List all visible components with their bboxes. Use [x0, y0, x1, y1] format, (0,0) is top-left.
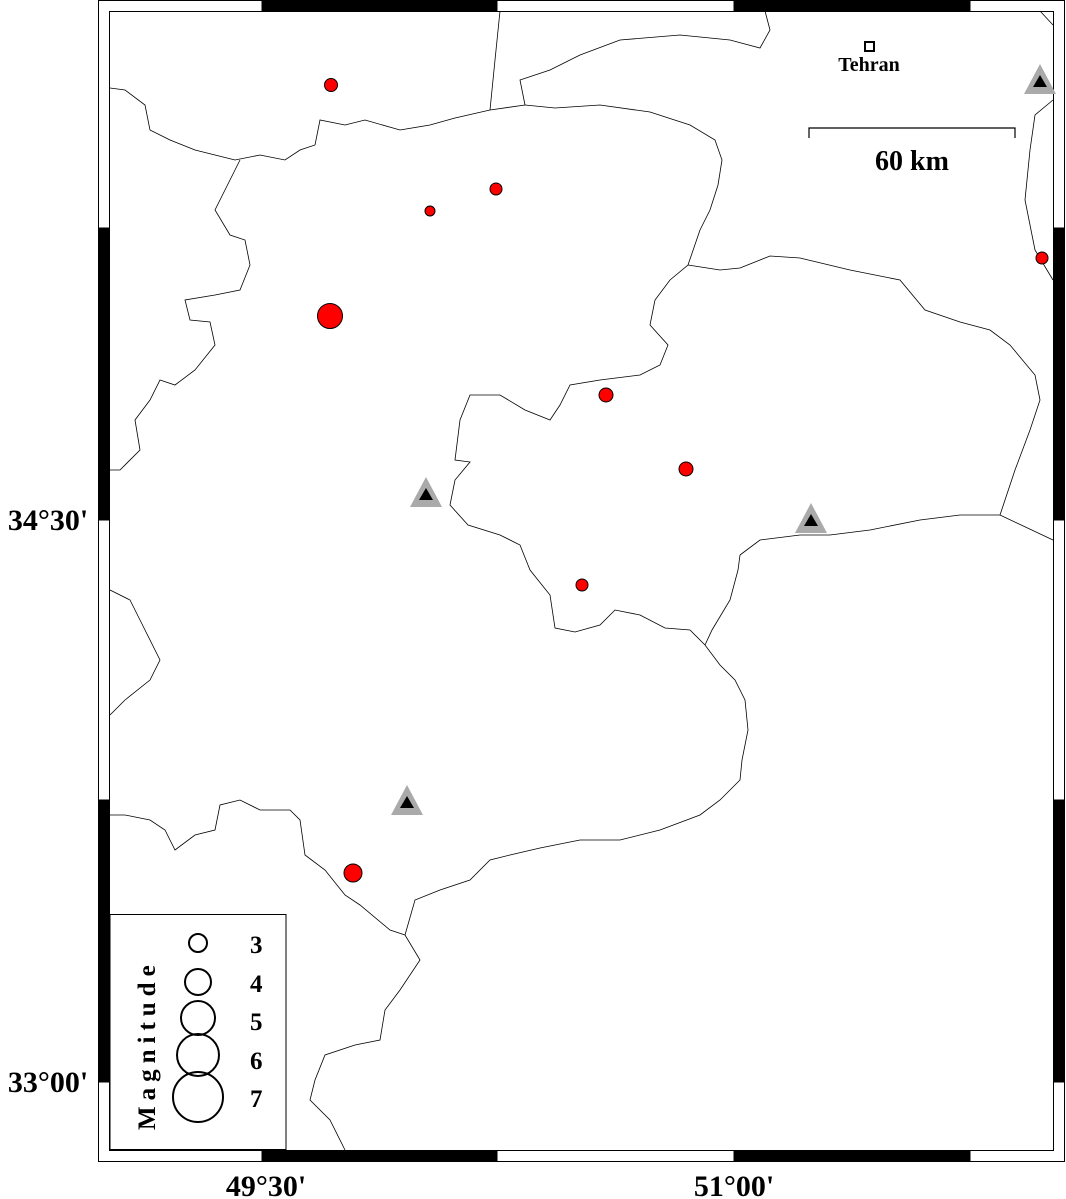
legend-label: 5 [250, 1009, 263, 1036]
legend-label: 7 [250, 1086, 263, 1113]
y-tick-label: 33°00' [8, 1066, 88, 1099]
scale-bar-label: 60 km [875, 146, 949, 177]
map-frame [98, 0, 1065, 1162]
station-triangle-icon [410, 477, 442, 507]
event-marker [489, 182, 503, 196]
legend-circle [184, 968, 212, 996]
event-marker [1035, 251, 1049, 265]
magnitude-legend: Magnitude 3 4 5 6 7 [109, 914, 287, 1150]
city-label: Tehran [838, 54, 900, 76]
legend-title: Magnitude [134, 959, 161, 1130]
province-boundaries [109, 10, 1054, 1151]
event-marker [343, 863, 363, 883]
city-marker-icon [864, 41, 875, 52]
earthquake-events [317, 78, 1049, 883]
seismic-stations [391, 64, 1056, 815]
event-marker [424, 205, 436, 217]
event-marker [575, 578, 589, 592]
event-marker [317, 303, 343, 329]
legend-circle [188, 933, 208, 953]
scale-bar [808, 127, 1016, 138]
x-tick-label: 51°00' [694, 1170, 774, 1199]
station-triangle-icon [391, 785, 423, 815]
x-tick-label: 49°30' [226, 1170, 306, 1199]
event-marker [324, 78, 338, 92]
legend-label: 3 [250, 932, 263, 959]
station-triangle-icon [795, 503, 827, 533]
legend-label: 6 [250, 1048, 263, 1075]
legend-circle [176, 1033, 220, 1077]
event-marker [678, 461, 694, 477]
legend-circle [172, 1071, 224, 1123]
station-triangle-icon [1024, 64, 1056, 94]
event-marker [598, 387, 614, 403]
y-tick-label: 34°30' [8, 504, 88, 537]
legend-label: 4 [250, 971, 263, 998]
